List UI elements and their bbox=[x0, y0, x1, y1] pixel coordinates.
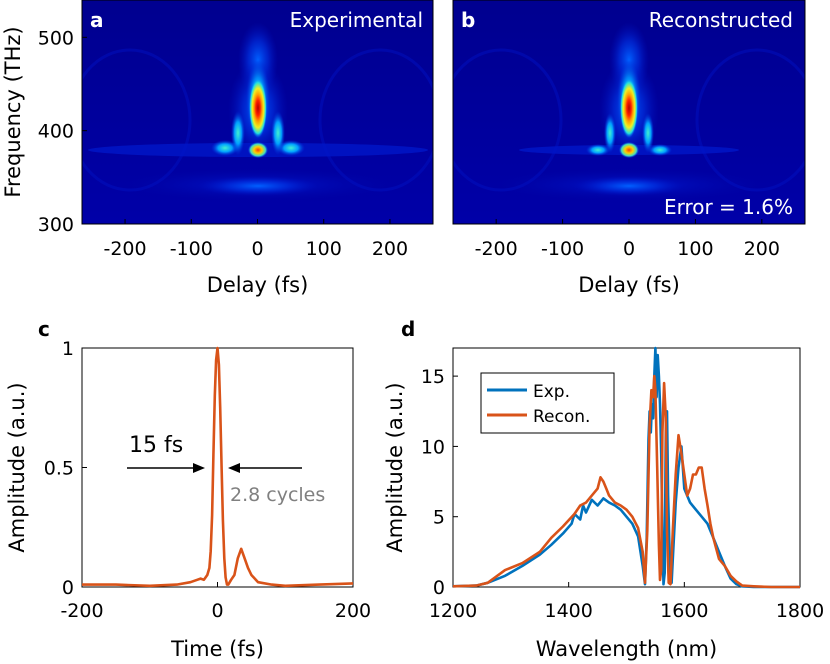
x-tick-label: -100 bbox=[170, 238, 213, 260]
x-tick-label: -200 bbox=[60, 600, 103, 622]
panel-label-a: a bbox=[90, 8, 104, 32]
y-axis-label: Frequency (THz) bbox=[1, 26, 25, 197]
x-tick-label: -200 bbox=[475, 238, 518, 260]
x-axis-label: Time (fs) bbox=[170, 637, 264, 661]
right-arrow-head bbox=[228, 463, 240, 473]
panel-label-c: c bbox=[38, 317, 50, 341]
x-tick-label: 1600 bbox=[660, 600, 708, 622]
x-tick-label: 0 bbox=[211, 600, 223, 622]
x-tick-label: 200 bbox=[335, 600, 371, 622]
series-line-recon bbox=[452, 374, 800, 589]
legend-label-exp: Exp. bbox=[533, 382, 570, 402]
axes-d: 1200 1400 1600 1800 0 5 10 15 Wavelength (nm) Amp… bbox=[383, 366, 824, 661]
y-axis-label: Amplitude (a.u.) bbox=[383, 382, 407, 552]
legend-d: Exp. Recon. bbox=[480, 372, 615, 434]
panel-label-d: d bbox=[401, 317, 415, 341]
x-tick-label: 1800 bbox=[776, 600, 824, 622]
series-line-exp bbox=[452, 346, 800, 589]
x-tick-label: -100 bbox=[541, 238, 584, 260]
x-tick-label: 0 bbox=[623, 238, 635, 260]
y-tick-label: 10 bbox=[421, 436, 445, 458]
panel-title-a: Experimental bbox=[290, 8, 423, 32]
panel-label-b: b bbox=[461, 8, 475, 32]
plot-area-c bbox=[81, 347, 354, 588]
axes-b: -200 -100 0 100 200 Delay (fs) bbox=[475, 219, 780, 297]
legend-box bbox=[480, 372, 615, 434]
y-tick-label: 1 bbox=[62, 338, 74, 360]
x-tick-label: -200 bbox=[103, 238, 146, 260]
x-tick-label: 100 bbox=[677, 238, 713, 260]
x-tick-label: 100 bbox=[306, 238, 342, 260]
legend-label-recon: Recon. bbox=[533, 407, 590, 427]
x-tick-label: 1200 bbox=[429, 600, 477, 622]
y-tick-label: 5 bbox=[433, 507, 445, 529]
panel-b: b Reconstructed Error = 1.6% -200 -100 0 10… bbox=[452, 0, 806, 297]
y-tick-label: 0 bbox=[433, 577, 445, 599]
heatmap-b bbox=[453, 0, 805, 224]
y-tick-label: 500 bbox=[38, 27, 74, 49]
x-tick-label: 1400 bbox=[544, 600, 592, 622]
duration-annotation: 15 fs bbox=[129, 433, 183, 458]
left-arrow-head bbox=[193, 463, 205, 473]
y-tick-label: 400 bbox=[38, 121, 74, 143]
y-tick-label: 15 bbox=[421, 366, 445, 388]
series-group-d bbox=[452, 346, 800, 589]
x-tick-label: 0 bbox=[251, 238, 263, 260]
x-axis-label: Delay (fs) bbox=[207, 273, 309, 297]
error-annotation: Error = 1.6% bbox=[664, 195, 793, 219]
x-tick-label: 200 bbox=[744, 238, 780, 260]
panel-title-b: Reconstructed bbox=[649, 8, 793, 32]
axes-a: -200 -100 0 100 200 300 400 500 Delay (fs) Freque… bbox=[1, 26, 408, 297]
series-line-recon bbox=[82, 346, 354, 588]
series-group-c bbox=[82, 346, 354, 588]
x-tick-label: 200 bbox=[372, 238, 408, 260]
panel-d: d 1200 1400 1600 1800 0 5 10 15 Wavelength (nm) A… bbox=[383, 317, 824, 661]
y-axis-label: Amplitude (a.u.) bbox=[5, 382, 29, 552]
x-axis-label: Delay (fs) bbox=[578, 273, 680, 297]
y-tick-label: 0.5 bbox=[44, 458, 74, 480]
cycles-annotation: 2.8 cycles bbox=[230, 484, 325, 506]
y-tick-label: 300 bbox=[38, 214, 74, 236]
x-axis-label: Wavelength (nm) bbox=[536, 637, 717, 661]
heatmap-a bbox=[82, 0, 433, 224]
panel-a: a Experimental -200 -100 0 100 200 300 400 500 D… bbox=[1, 0, 434, 297]
y-tick-label: 0 bbox=[62, 577, 74, 599]
fwhm-arrows bbox=[127, 463, 302, 473]
